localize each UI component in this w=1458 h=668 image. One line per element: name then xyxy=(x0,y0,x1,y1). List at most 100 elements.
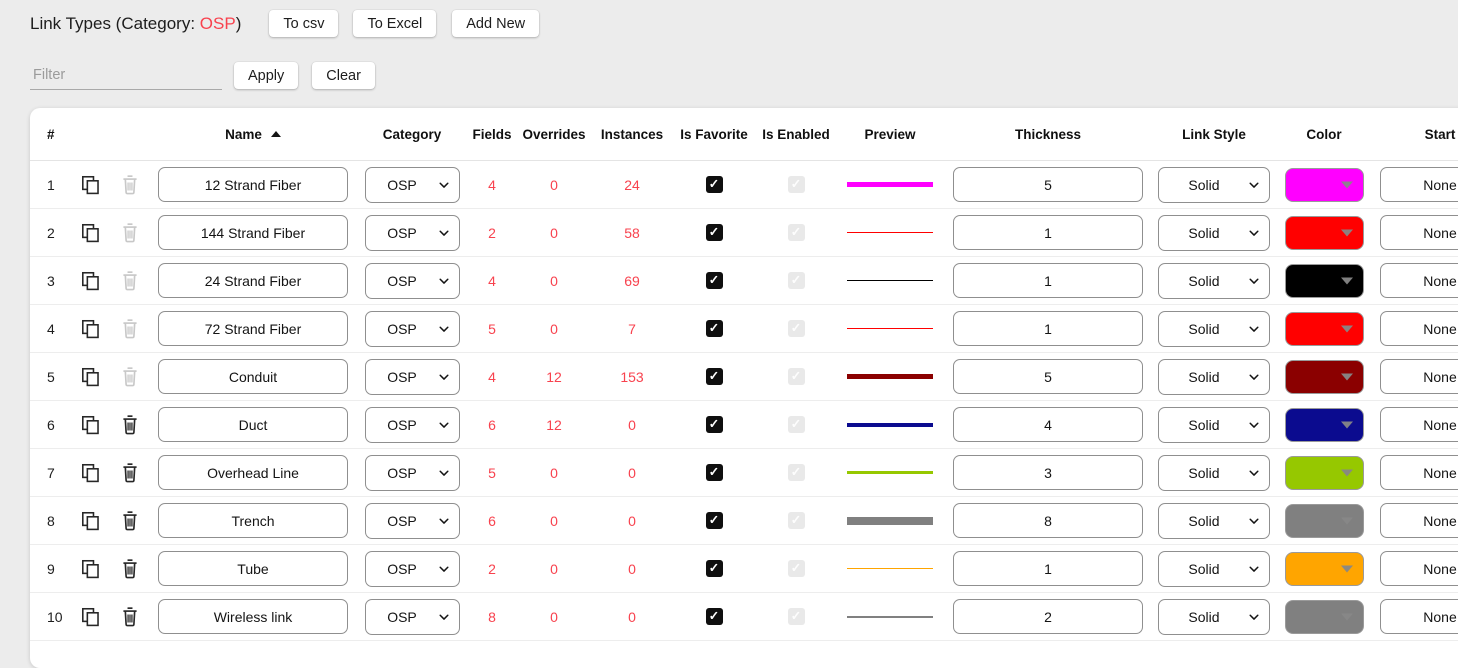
is-favorite-checkbox[interactable]: ✓ xyxy=(705,272,723,289)
is-favorite-checkbox[interactable]: ✓ xyxy=(705,176,723,193)
copy-button[interactable] xyxy=(80,462,101,484)
color-swatch-button[interactable] xyxy=(1284,263,1364,298)
category-select[interactable]: OSP xyxy=(364,358,460,395)
is-favorite-checkbox[interactable]: ✓ xyxy=(705,608,723,625)
overrides-link[interactable]: 0 xyxy=(550,224,558,241)
fields-link[interactable]: 6 xyxy=(488,416,496,433)
link-style-select[interactable]: Solid xyxy=(1158,214,1270,251)
name-input[interactable] xyxy=(158,551,348,586)
to-csv-button[interactable]: To csv xyxy=(269,10,339,37)
category-select[interactable]: OSP xyxy=(364,598,460,635)
category-select[interactable]: OSP xyxy=(364,166,460,203)
is-favorite-checkbox[interactable]: ✓ xyxy=(705,224,723,241)
category-select[interactable]: OSP xyxy=(364,406,460,443)
instances-link[interactable]: 69 xyxy=(624,272,640,289)
clear-button[interactable]: Clear xyxy=(312,62,375,89)
delete-button[interactable] xyxy=(119,557,141,580)
name-input[interactable] xyxy=(158,599,348,634)
overrides-link[interactable]: 12 xyxy=(546,368,562,385)
overrides-link[interactable]: 0 xyxy=(550,320,558,337)
color-swatch-button[interactable] xyxy=(1284,455,1364,490)
name-input[interactable] xyxy=(158,263,348,298)
category-select[interactable]: OSP xyxy=(364,214,460,251)
start-style-input[interactable] xyxy=(1380,407,1458,442)
start-style-input[interactable] xyxy=(1380,503,1458,538)
copy-button[interactable] xyxy=(80,222,101,244)
fields-link[interactable]: 5 xyxy=(488,320,496,337)
name-input[interactable] xyxy=(158,167,348,202)
is-favorite-checkbox[interactable]: ✓ xyxy=(705,368,723,385)
fields-link[interactable]: 8 xyxy=(488,608,496,625)
thickness-input[interactable] xyxy=(953,215,1143,250)
color-swatch-button[interactable] xyxy=(1284,167,1364,202)
delete-button[interactable] xyxy=(119,461,141,484)
color-swatch-button[interactable] xyxy=(1284,311,1364,346)
overrides-link[interactable]: 12 xyxy=(546,416,562,433)
start-style-input[interactable] xyxy=(1380,215,1458,250)
thickness-input[interactable] xyxy=(953,503,1143,538)
is-favorite-checkbox[interactable]: ✓ xyxy=(705,560,723,577)
apply-button[interactable]: Apply xyxy=(234,62,299,89)
overrides-link[interactable]: 0 xyxy=(550,464,558,481)
instances-link[interactable]: 0 xyxy=(628,512,636,529)
category-select[interactable]: OSP xyxy=(364,262,460,299)
to-excel-button[interactable]: To Excel xyxy=(353,10,437,37)
thickness-input[interactable] xyxy=(953,407,1143,442)
thickness-input[interactable] xyxy=(953,359,1143,394)
delete-button[interactable] xyxy=(119,413,141,436)
fields-link[interactable]: 6 xyxy=(488,512,496,529)
instances-link[interactable]: 0 xyxy=(628,608,636,625)
copy-button[interactable] xyxy=(80,366,101,388)
instances-link[interactable]: 0 xyxy=(628,560,636,577)
add-new-button[interactable]: Add New xyxy=(452,10,540,37)
color-swatch-button[interactable] xyxy=(1284,215,1364,250)
link-style-select[interactable]: Solid xyxy=(1158,406,1270,443)
start-style-input[interactable] xyxy=(1380,359,1458,394)
color-swatch-button[interactable] xyxy=(1284,551,1364,586)
color-swatch-button[interactable] xyxy=(1284,407,1364,442)
delete-button[interactable] xyxy=(119,605,141,628)
name-input[interactable] xyxy=(158,359,348,394)
link-style-select[interactable]: Solid xyxy=(1158,358,1270,395)
column-header-name[interactable]: Name xyxy=(150,127,356,142)
color-swatch-button[interactable] xyxy=(1284,503,1364,538)
link-style-select[interactable]: Solid xyxy=(1158,454,1270,491)
overrides-link[interactable]: 0 xyxy=(550,176,558,193)
instances-link[interactable]: 7 xyxy=(628,320,636,337)
copy-button[interactable] xyxy=(80,414,101,436)
name-input[interactable] xyxy=(158,407,348,442)
fields-link[interactable]: 4 xyxy=(488,272,496,289)
category-select[interactable]: OSP xyxy=(364,454,460,491)
name-input[interactable] xyxy=(158,503,348,538)
thickness-input[interactable] xyxy=(953,311,1143,346)
thickness-input[interactable] xyxy=(953,551,1143,586)
is-favorite-checkbox[interactable]: ✓ xyxy=(705,320,723,337)
delete-button[interactable] xyxy=(119,509,141,532)
instances-link[interactable]: 153 xyxy=(620,368,644,385)
copy-button[interactable] xyxy=(80,510,101,532)
copy-button[interactable] xyxy=(80,558,101,580)
color-swatch-button[interactable] xyxy=(1284,599,1364,634)
fields-link[interactable]: 2 xyxy=(488,224,496,241)
name-input[interactable] xyxy=(158,311,348,346)
copy-button[interactable] xyxy=(80,606,101,628)
overrides-link[interactable]: 0 xyxy=(550,512,558,529)
thickness-input[interactable] xyxy=(953,599,1143,634)
instances-link[interactable]: 0 xyxy=(628,416,636,433)
is-favorite-checkbox[interactable]: ✓ xyxy=(705,416,723,433)
start-style-input[interactable] xyxy=(1380,263,1458,298)
overrides-link[interactable]: 0 xyxy=(550,560,558,577)
link-style-select[interactable]: Solid xyxy=(1158,310,1270,347)
category-select[interactable]: OSP xyxy=(364,502,460,539)
fields-link[interactable]: 4 xyxy=(488,176,496,193)
thickness-input[interactable] xyxy=(953,263,1143,298)
link-style-select[interactable]: Solid xyxy=(1158,502,1270,539)
overrides-link[interactable]: 0 xyxy=(550,608,558,625)
copy-button[interactable] xyxy=(80,174,101,196)
copy-button[interactable] xyxy=(80,318,101,340)
category-select[interactable]: OSP xyxy=(364,310,460,347)
overrides-link[interactable]: 0 xyxy=(550,272,558,289)
link-style-select[interactable]: Solid xyxy=(1158,166,1270,203)
is-favorite-checkbox[interactable]: ✓ xyxy=(705,464,723,481)
start-style-input[interactable] xyxy=(1380,455,1458,490)
